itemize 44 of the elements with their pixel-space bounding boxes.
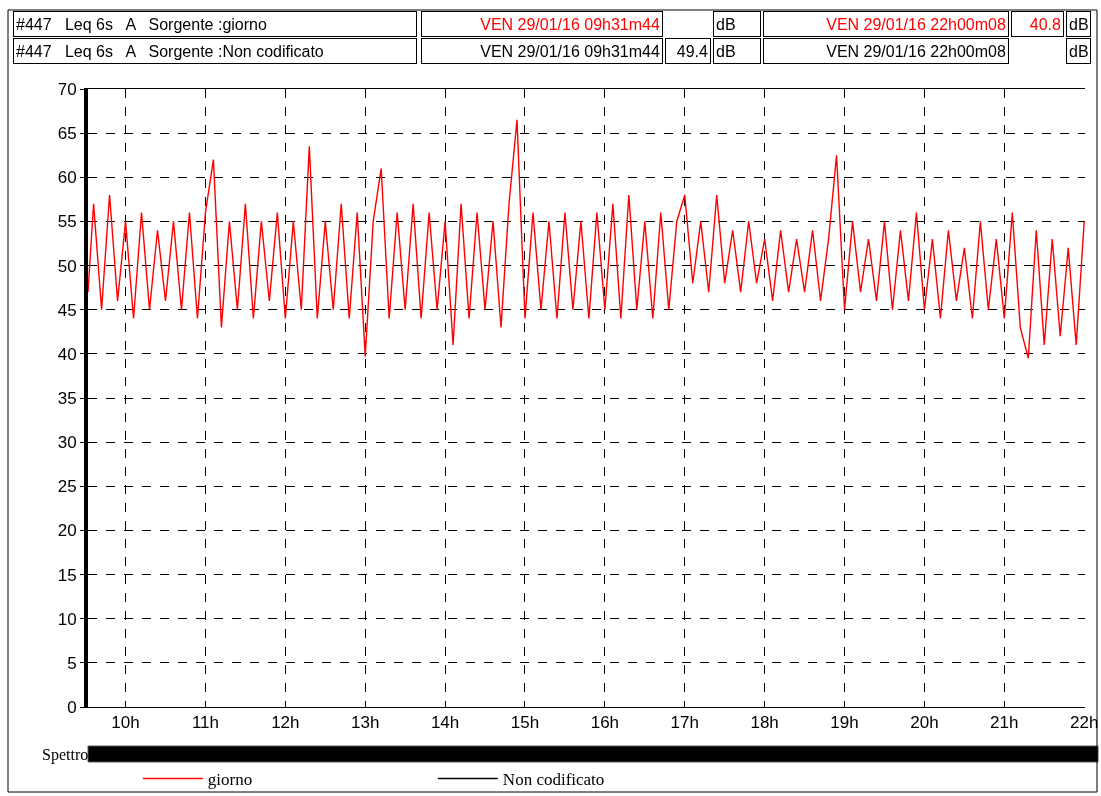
y-tick-label: 35	[57, 388, 77, 408]
x-tick-label: 12h	[271, 713, 300, 733]
text: VEN 29/01/16 22h00m08	[826, 15, 1006, 33]
text: Spettro	[42, 746, 89, 764]
legend-label: Non codificato	[502, 770, 605, 790]
x-tick-label: 13h	[351, 713, 380, 733]
y-tick-label: 30	[57, 433, 77, 453]
text: VEN 29/01/16 22h00m08	[826, 42, 1006, 60]
text: 40.8	[1029, 15, 1061, 33]
text: #447 Leq 6s A Sorgente :Non codificato	[16, 42, 324, 60]
y-tick-label: 0	[67, 697, 77, 717]
y-tick-label: 15	[57, 565, 77, 585]
y-tick-label: 25	[57, 477, 77, 497]
text: 49.4	[676, 42, 708, 60]
text: VEN 29/01/16 09h31m44	[480, 42, 660, 60]
x-tick-label: 22h	[1070, 713, 1099, 733]
y-tick-label: 65	[57, 124, 77, 144]
x-tick-label: 14h	[430, 713, 460, 733]
x-tick-label: 19h	[830, 713, 859, 733]
y-tick-label: 40	[57, 344, 77, 364]
y-tick-label: 10	[57, 609, 77, 629]
line-series	[88, 119, 1085, 359]
y-tick-label: 5	[67, 653, 77, 673]
x-tick-label: 16h	[590, 713, 620, 733]
x-tick-label: 10h	[111, 713, 140, 733]
text: #447 Leq 6s A Sorgente :giorno	[16, 15, 267, 33]
x-tick-label: 11h	[191, 713, 219, 733]
x-tick-label: 15h	[510, 713, 540, 733]
text: dB	[1069, 15, 1089, 33]
x-tick-label: 18h	[750, 713, 779, 733]
y-tick-label: 45	[57, 300, 77, 320]
legend-label: giorno	[207, 770, 253, 790]
y-tick-label: 70	[57, 79, 77, 99]
x-tick-label: 21h	[990, 713, 1019, 733]
x-tick-label: 17h	[670, 713, 699, 733]
text: dB	[716, 15, 736, 33]
y-tick-label: 20	[57, 521, 77, 541]
y-tick-label: 55	[57, 212, 77, 232]
y-tick-label: 50	[57, 256, 77, 276]
text: dB	[716, 42, 736, 60]
text: VEN 29/01/16 09h31m44	[480, 15, 660, 33]
text: dB	[1069, 42, 1089, 60]
y-tick-label: 60	[57, 168, 77, 188]
x-tick-label: 20h	[910, 713, 939, 733]
